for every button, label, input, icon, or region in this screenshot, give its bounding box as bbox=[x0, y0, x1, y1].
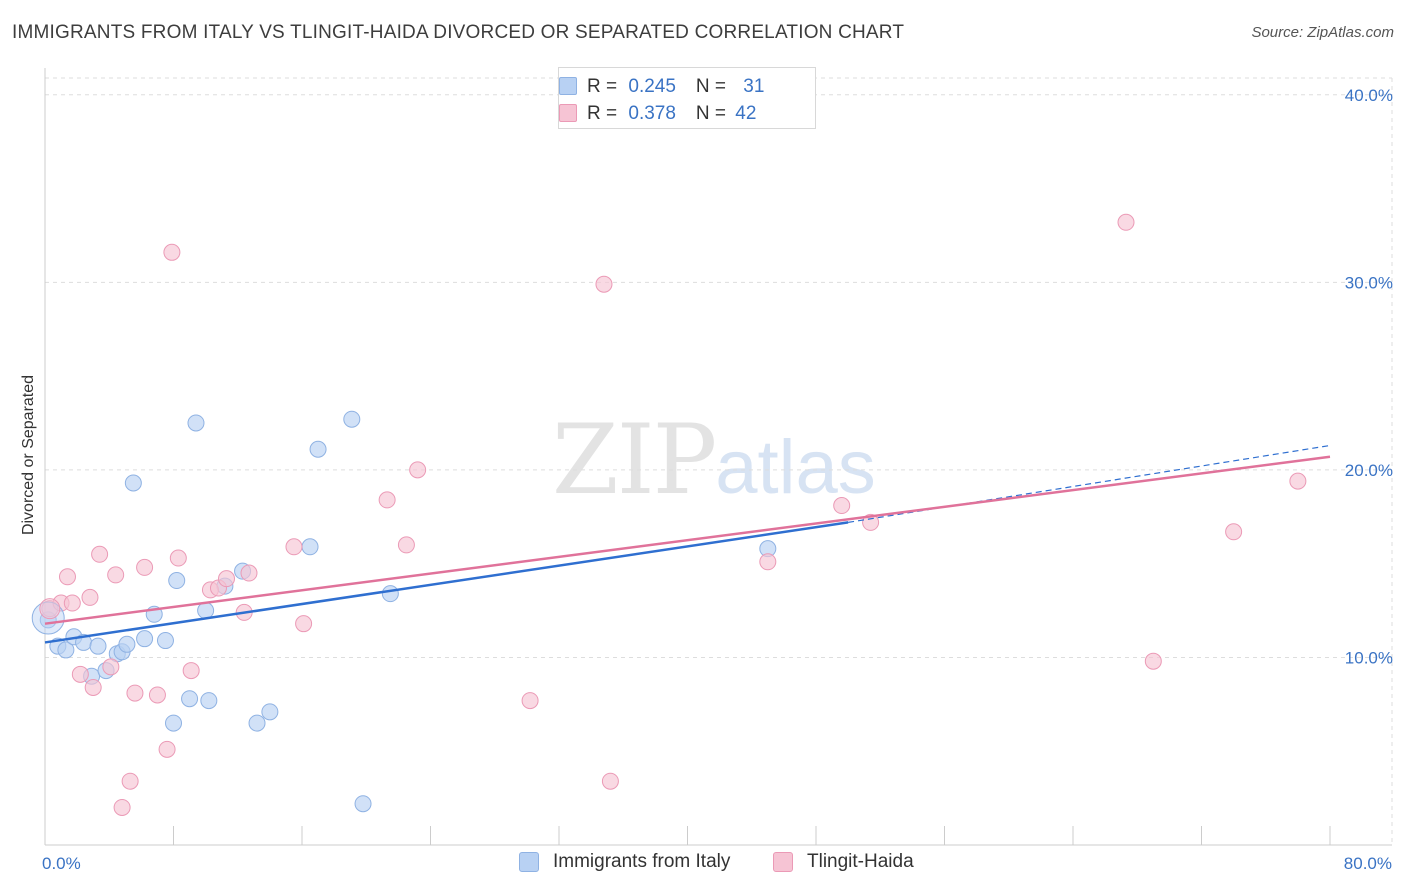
series-legend: Immigrants from Italy Tlingit-Haida bbox=[0, 851, 1406, 877]
legend-item-italy[interactable]: Immigrants from Italy bbox=[519, 851, 730, 873]
tlingit-point bbox=[521, 692, 539, 710]
italy-point bbox=[248, 714, 266, 732]
legend-swatch-blue bbox=[519, 852, 539, 872]
tlingit-point bbox=[759, 553, 777, 571]
legend-r-label: R = bbox=[587, 76, 623, 97]
tlingit-point bbox=[182, 662, 200, 680]
legend-item-tlingit[interactable]: Tlingit-Haida bbox=[773, 851, 914, 873]
tlingit-point bbox=[107, 566, 125, 584]
tlingit-point bbox=[595, 275, 613, 293]
grid-layer bbox=[45, 77, 1393, 845]
legend-n-label: N = bbox=[695, 103, 732, 124]
legend-label-italy: Immigrants from Italy bbox=[553, 851, 731, 872]
tlingit-point bbox=[58, 568, 76, 586]
legend-label-tlingit: Tlingit-Haida bbox=[807, 851, 914, 872]
tlingit-point bbox=[91, 545, 109, 563]
tlingit-point bbox=[409, 461, 427, 479]
tlingit-trend-line bbox=[44, 455, 1331, 625]
trend-layer bbox=[44, 444, 1331, 644]
italy-point bbox=[354, 795, 372, 813]
tlingit-point bbox=[63, 594, 81, 612]
italy-point bbox=[57, 641, 75, 659]
tlingit-point bbox=[102, 658, 120, 676]
watermark-zip: ZIP bbox=[552, 404, 717, 516]
label-layer: 10.0% 20.0% 30.0% 40.0% 0.0% 80.0% bbox=[42, 86, 1393, 873]
tlingit-point bbox=[1117, 213, 1135, 231]
correlation-legend: R = 0.245 N = 31 R = 0.378 N = 42 bbox=[558, 67, 816, 129]
y-tick-label: 40.0% bbox=[1345, 86, 1393, 105]
italy-point bbox=[124, 474, 142, 492]
tlingit-point bbox=[136, 558, 154, 576]
italy-point bbox=[187, 414, 205, 432]
watermark-atlas: atlas bbox=[715, 425, 876, 510]
italy-point bbox=[381, 585, 399, 603]
tlingit-point bbox=[71, 665, 89, 683]
axis-layer bbox=[44, 68, 1392, 846]
legend-n-label: N = bbox=[695, 76, 732, 97]
tlingit-point bbox=[126, 684, 144, 702]
italy-trend-line bbox=[44, 521, 849, 644]
legend-n-value: 42 bbox=[735, 103, 757, 124]
legend-n-value: 31 bbox=[743, 76, 765, 97]
italy-point bbox=[309, 440, 327, 458]
legend-swatch-blue bbox=[559, 77, 577, 95]
y-axis-label: Divorced or Separated bbox=[20, 375, 37, 535]
italy-point bbox=[165, 714, 182, 732]
tlingit-point bbox=[113, 798, 131, 816]
legend-r-label: R = bbox=[587, 103, 623, 124]
italy-point bbox=[200, 692, 218, 710]
legend-row-tlingit: R = 0.378 N = 42 bbox=[559, 102, 757, 126]
x-tick-label: 0.0% bbox=[42, 854, 81, 873]
y-tick-label: 10.0% bbox=[1345, 648, 1393, 667]
watermark: ZIPatlas bbox=[552, 404, 876, 516]
tlingit-point bbox=[1289, 472, 1307, 490]
tlingit-point bbox=[1225, 523, 1243, 541]
tlingit-point bbox=[81, 588, 99, 606]
legend-row-italy: R = 0.245 N = 31 bbox=[559, 75, 765, 99]
legend-swatch-pink bbox=[773, 852, 793, 872]
points-layer bbox=[31, 213, 1307, 816]
legend-swatch-pink bbox=[559, 104, 577, 122]
italy-point bbox=[343, 410, 361, 428]
y-tick-label: 20.0% bbox=[1345, 461, 1393, 480]
tlingit-point bbox=[158, 740, 176, 758]
italy-point bbox=[197, 602, 215, 620]
italy-point bbox=[89, 637, 107, 655]
chart-title: IMMIGRANTS FROM ITALY VS TLINGIT-HAIDA D… bbox=[12, 22, 905, 43]
tlingit-point bbox=[285, 538, 303, 556]
italy-point bbox=[118, 635, 136, 653]
tlingit-point bbox=[601, 772, 619, 790]
tlingit-point bbox=[148, 686, 166, 704]
tlingit-point bbox=[295, 615, 313, 633]
italy-point bbox=[301, 538, 319, 556]
legend-r-value: 0.245 bbox=[628, 76, 676, 97]
x-tick-label: 80.0% bbox=[1344, 854, 1392, 873]
source-label: Source: ZipAtlas.com bbox=[1251, 24, 1394, 41]
italy-point bbox=[261, 703, 279, 721]
italy-point bbox=[136, 630, 154, 648]
y-tick-label: 30.0% bbox=[1345, 273, 1393, 292]
tlingit-point-large bbox=[39, 598, 61, 620]
tlingit-point bbox=[163, 243, 181, 261]
tlingit-point bbox=[1144, 652, 1162, 670]
tlingit-point bbox=[378, 491, 396, 509]
tlingit-point bbox=[84, 678, 102, 696]
italy-point bbox=[168, 572, 186, 590]
tlingit-point bbox=[862, 513, 880, 531]
tlingit-point bbox=[833, 497, 851, 515]
tlingit-point bbox=[121, 772, 139, 790]
legend-r-value: 0.378 bbox=[628, 103, 676, 124]
tlingit-point bbox=[169, 549, 187, 567]
tlingit-point bbox=[218, 570, 236, 588]
italy-point bbox=[156, 632, 174, 650]
tlingit-point bbox=[397, 536, 415, 554]
tlingit-point bbox=[240, 564, 258, 582]
italy-point bbox=[181, 690, 199, 708]
